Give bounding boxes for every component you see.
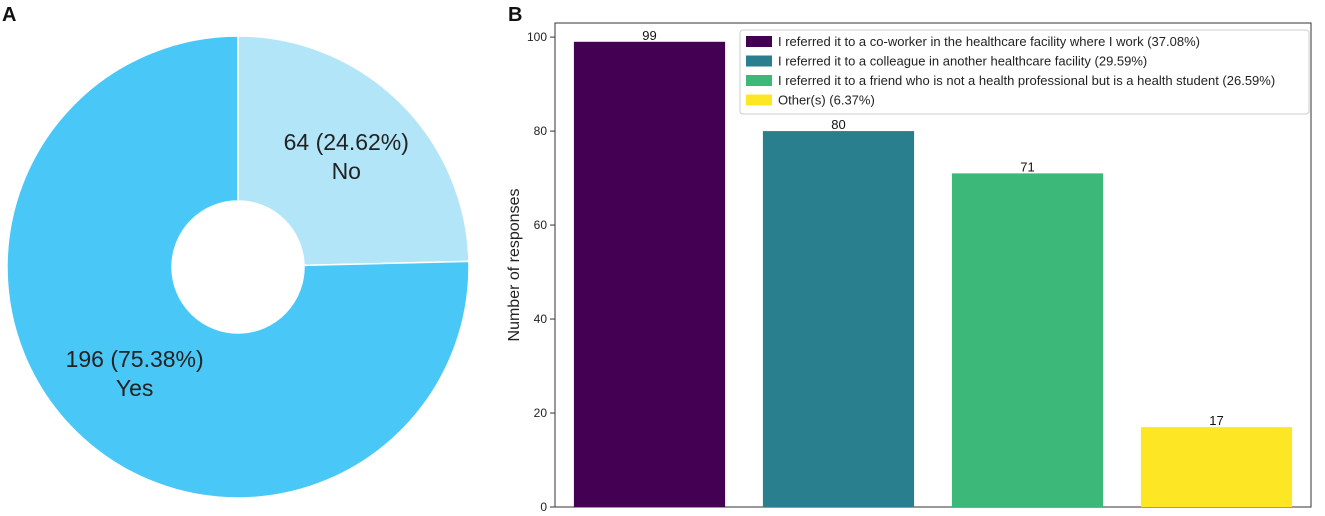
legend-entry: I referred it to a colleague in another … [778,54,1147,69]
panel-label-b: B [508,4,522,26]
legend-entry: I referred it to a friend who is not a h… [778,73,1275,88]
bar-value-label: 71 [1020,159,1034,174]
legend-entry: Other(s) (6.37%) [778,93,875,108]
pie-slice-yes [6,35,470,499]
y-tick-label: 40 [534,312,548,326]
y-tick-label: 20 [534,406,548,420]
legend-entry: I referred it to a co-worker in the heal… [778,34,1200,49]
y-tick-label: 60 [534,218,548,232]
legend-swatch [746,94,772,106]
y-axis-title: Number of responses [506,189,523,342]
legend-swatch [746,55,772,67]
legend-swatch [746,75,772,86]
bar-2 [762,131,915,507]
pie-label-value-yes: 196 (75.38%) [66,346,204,372]
pie-label-name-yes: Yes [116,375,154,401]
bar-chart: 0 20 40 60 80 100 Number of responses 99 80 71 17 I… [506,22,1312,514]
legend-swatch [746,36,772,47]
bar-1 [573,41,726,508]
legend: I referred it to a co-worker in the heal… [739,29,1310,115]
bar-value-label: 99 [642,28,656,43]
bar-4 [1140,427,1293,507]
y-tick-label: 100 [527,30,547,44]
bar-3 [951,173,1104,507]
plot-frame [554,22,1312,508]
donut-chart: 64 (24.62%) No 196 (75.38%) Yes [6,35,470,499]
legend-box [739,29,1310,115]
y-tick-label: 0 [540,500,547,514]
pie-slice-no [237,35,470,267]
bar-value-label: 17 [1209,413,1223,428]
pie-label-value-no: 64 (24.62%) [284,129,409,155]
bar-value-label: 80 [831,117,845,132]
pie-label-name-no: No [332,158,361,184]
y-tick-label: 80 [534,124,548,138]
panel-label-a: A [2,4,16,26]
